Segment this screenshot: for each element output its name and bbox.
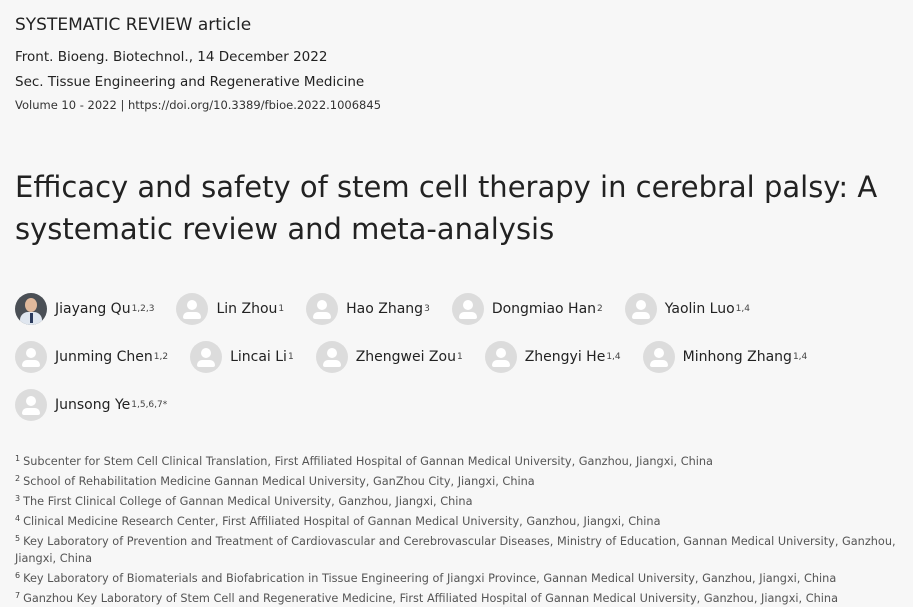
author-name: Hao Zhang — [346, 301, 424, 317]
affiliation: 1 Subcenter for Stem Cell Clinical Transl… — [15, 450, 910, 470]
author-name: Zhengwei Zou — [355, 349, 456, 365]
author-photo — [15, 293, 47, 325]
author-name: Junsong Ye — [55, 397, 131, 413]
affiliation-text: Clinical Medicine Research Center, First… — [23, 515, 661, 528]
author-item[interactable]: Minhong Zhang 1,4 — [642, 341, 808, 373]
author-affiliation-numbers: 1 — [456, 352, 463, 362]
affiliation: 7 Ganzhou Key Laboratory of Stem Cell and… — [15, 587, 910, 607]
affiliation: 2 School of Rehabilitation Medicine Ganna… — [15, 470, 910, 490]
author-affiliation-numbers: 1,4 — [792, 352, 808, 362]
article-title: Efficacy and safety of stem cell therapy… — [15, 170, 878, 246]
author-affiliation-numbers: 1 — [287, 352, 294, 362]
author-affiliation-numbers: 2 — [597, 304, 603, 314]
author-item[interactable]: Zhengyi He 1,4 — [484, 341, 621, 373]
author-name: Dongmiao Han — [491, 301, 597, 317]
avatar-placeholder-icon — [642, 341, 675, 373]
volume-line: Volume 10 - 2022 | https://doi.org/10.33… — [15, 98, 381, 112]
avatar-placeholder-icon — [624, 293, 657, 325]
author-item[interactable]: Junming Chen 1,2 — [15, 341, 168, 373]
author-item[interactable]: Dongmiao Han 2 — [451, 293, 603, 325]
author-name: Minhong Zhang — [682, 349, 792, 365]
author-affiliation-numbers: 3 — [424, 304, 430, 314]
author-item[interactable]: Yaolin Luo 1,4 — [624, 293, 750, 325]
author-name: Lin Zhou — [216, 301, 278, 317]
volume: Volume 10 - 2022 | — [15, 98, 128, 112]
avatar-placeholder-icon — [306, 293, 339, 325]
affiliation-text: School of Rehabilitation Medicine Gannan… — [23, 475, 535, 488]
doi-link[interactable]: https://doi.org/10.3389/fbioe.2022.10068… — [127, 98, 382, 112]
affiliation-text: The First Clinical College of Gannan Med… — [23, 495, 473, 508]
affiliation-number: 2 — [15, 474, 21, 483]
author-affiliation-numbers: 1,5,6,7* — [131, 400, 168, 410]
author-name: Lincai Li — [230, 349, 287, 365]
avatar-placeholder-icon — [176, 293, 209, 325]
affiliation-text: Key Laboratory of Prevention and Treatme… — [15, 535, 896, 565]
affiliation-number: 3 — [15, 494, 21, 503]
author-affiliation-numbers: 1,4 — [606, 352, 621, 362]
author-item[interactable]: Junsong Ye 1,5,6,7* — [15, 389, 167, 421]
author-item[interactable]: Lin Zhou 1 — [176, 293, 284, 325]
section-link[interactable]: Sec. Tissue Engineering and Regenerative… — [15, 74, 365, 90]
affiliation: 3 The First Clinical College of Gannan Me… — [15, 490, 910, 510]
affiliation-number: 1 — [15, 454, 21, 463]
affiliation-list: 1 Subcenter for Stem Cell Clinical Transl… — [15, 450, 910, 607]
affiliation-number: 4 — [15, 514, 21, 523]
avatar-placeholder-icon — [451, 293, 484, 325]
avatar-placeholder-icon — [15, 341, 47, 373]
author-affiliation-numbers: 1,4 — [735, 304, 750, 314]
affiliation-text: Subcenter for Stem Cell Clinical Transla… — [23, 455, 713, 468]
author-affiliation-numbers: 1,2 — [153, 352, 169, 362]
author-name: Junming Chen — [55, 349, 153, 365]
avatar-placeholder-icon — [190, 341, 223, 373]
avatar-placeholder-icon — [484, 341, 517, 373]
article-type: SYSTEMATIC REVIEW article — [15, 15, 252, 35]
affiliation-number: 6 — [15, 571, 21, 580]
author-item[interactable]: Jiayang Qu 1,2,3 — [15, 293, 154, 325]
author-affiliation-numbers: 1 — [278, 304, 285, 314]
affiliation-number: 7 — [15, 591, 21, 600]
author-item[interactable]: Lincai Li 1 — [190, 341, 294, 373]
author-name: Zhengyi He — [524, 349, 606, 365]
author-list: Jiayang Qu 1,2,3 Lin Zhou 1 Hao Zhang 3 Dongmi… — [15, 293, 895, 421]
author-name: Yaolin Luo — [664, 301, 735, 317]
author-item[interactable]: Hao Zhang 3 — [306, 293, 430, 325]
journal-line: Front. Bioeng. Biotechnol., 14 December … — [15, 49, 328, 65]
affiliation-number: 5 — [15, 534, 21, 543]
author-affiliation-numbers: 1,2,3 — [131, 304, 155, 314]
affiliation: 4 Clinical Medicine Research Center, Firs… — [15, 510, 910, 530]
avatar-placeholder-icon — [15, 389, 47, 421]
author-name: Jiayang Qu — [55, 301, 131, 317]
affiliation: 6 Key Laboratory of Biomaterials and Biof… — [15, 567, 910, 587]
avatar-placeholder-icon — [315, 341, 348, 373]
affiliation: 5 Key Laboratory of Prevention and Treatm… — [15, 530, 910, 567]
affiliation-text: Key Laboratory of Biomaterials and Biofa… — [23, 572, 837, 585]
author-item[interactable]: Zhengwei Zou 1 — [315, 341, 463, 373]
